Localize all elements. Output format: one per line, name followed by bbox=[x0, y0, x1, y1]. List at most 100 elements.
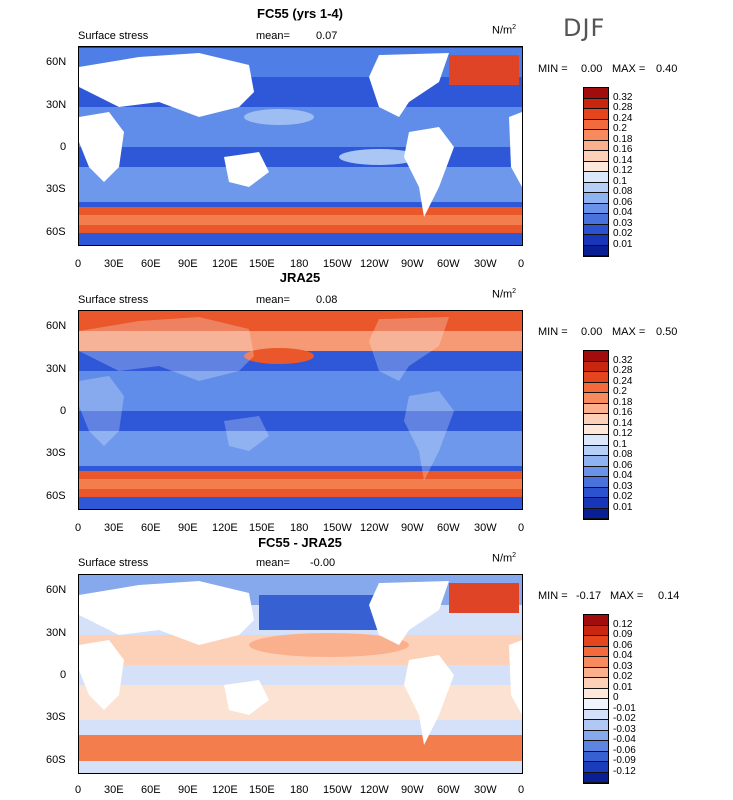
colorbar-cell bbox=[584, 720, 608, 731]
colorbar-cell bbox=[584, 646, 608, 657]
colorbar-cell bbox=[584, 751, 608, 762]
mean-value: 0.08 bbox=[316, 294, 338, 306]
colorbar-label: 0.12 bbox=[613, 619, 633, 630]
lon-tick: 30W bbox=[474, 522, 497, 534]
colorbar-label: 0.03 bbox=[613, 661, 633, 672]
colorbar-label: 0.32 bbox=[613, 355, 633, 366]
lon-tick: 60W bbox=[437, 258, 460, 270]
colorbar-cell bbox=[584, 119, 608, 130]
colorbar-cell bbox=[584, 466, 608, 477]
colorbar-cell bbox=[584, 361, 608, 372]
lon-tick: 30E bbox=[104, 522, 124, 534]
colorbar-cell bbox=[584, 161, 608, 172]
colorbar-label: 0.12 bbox=[613, 165, 633, 176]
colorbar-cell bbox=[584, 772, 608, 783]
lon-tick: 150W bbox=[323, 784, 352, 796]
lon-tick: 0 bbox=[518, 258, 525, 270]
colorbar-cell bbox=[584, 372, 608, 383]
stress-map bbox=[78, 310, 523, 510]
colorbar bbox=[583, 350, 609, 520]
colorbar-cell bbox=[584, 130, 608, 141]
lon-tick: 120E bbox=[212, 784, 238, 796]
colorbar-cell bbox=[584, 625, 608, 636]
colorbar-label: 0.14 bbox=[613, 418, 633, 429]
colorbar-label: 0.02 bbox=[613, 671, 633, 682]
lon-tick: 90E bbox=[178, 522, 198, 534]
lon-tick: 180 bbox=[290, 258, 309, 270]
mean-label: mean= bbox=[256, 30, 290, 42]
field-label: Surface stress bbox=[78, 294, 149, 306]
colorbar-cell bbox=[584, 140, 608, 151]
colorbar-label: -0.04 bbox=[613, 734, 636, 745]
lat-tick: 0 bbox=[60, 405, 67, 417]
colorbar bbox=[583, 87, 609, 257]
colorbar-label: -0.09 bbox=[613, 755, 636, 766]
colorbar-label: 0 bbox=[613, 692, 619, 703]
colorbar-label: 0.32 bbox=[613, 92, 633, 103]
field-label: Surface stress bbox=[78, 30, 149, 42]
lon-tick: 30W bbox=[474, 784, 497, 796]
mean-value: -0.00 bbox=[310, 557, 336, 569]
min-value: -0.17 bbox=[576, 590, 602, 602]
colorbar-cell bbox=[584, 172, 608, 183]
colorbar-label: 0.01 bbox=[613, 682, 633, 693]
field-label: Surface stress bbox=[78, 557, 149, 569]
colorbar-cell bbox=[584, 393, 608, 404]
colorbar-cell bbox=[584, 109, 608, 120]
min-label: MIN = bbox=[538, 326, 568, 338]
colorbar-cell bbox=[584, 741, 608, 752]
colorbar-cell bbox=[584, 382, 608, 393]
colorbar-label: -0.01 bbox=[613, 703, 636, 714]
lon-tick: 60E bbox=[141, 258, 161, 270]
colorbar-cell bbox=[584, 709, 608, 720]
lat-tick: 30N bbox=[46, 627, 67, 639]
mean-value: 0.07 bbox=[316, 30, 338, 42]
lon-tick: 60W bbox=[437, 784, 460, 796]
colorbar-label: 0.1 bbox=[613, 439, 627, 450]
colorbar-label: 0.03 bbox=[613, 481, 633, 492]
colorbar-label: -0.12 bbox=[613, 766, 636, 777]
panel-title: FC55 (yrs 1-4) bbox=[257, 6, 343, 21]
lon-tick: 120W bbox=[360, 258, 389, 270]
min-value: 0.00 bbox=[581, 326, 603, 338]
unit-label: N/m2 bbox=[492, 552, 517, 565]
lon-tick: 150W bbox=[323, 258, 352, 270]
colorbar-cell bbox=[584, 424, 608, 435]
colorbar-label: 0.2 bbox=[613, 123, 627, 134]
lon-tick: 30W bbox=[474, 258, 497, 270]
lat-tick: 30N bbox=[46, 363, 67, 375]
lon-tick: 180 bbox=[290, 522, 309, 534]
min-label: MIN = bbox=[538, 63, 568, 75]
colorbar-cell bbox=[584, 193, 608, 204]
max-value: 0.50 bbox=[656, 326, 678, 338]
colorbar bbox=[583, 614, 609, 784]
lon-tick: 150E bbox=[249, 258, 275, 270]
colorbar-label: 0.08 bbox=[613, 449, 633, 460]
colorbar-cell bbox=[584, 414, 608, 425]
colorbar-label: 0.18 bbox=[613, 134, 633, 145]
colorbar-label: 0.24 bbox=[613, 113, 633, 124]
colorbar-label: 0.06 bbox=[613, 460, 633, 471]
colorbar-cell bbox=[584, 730, 608, 741]
colorbar-cell bbox=[584, 762, 608, 773]
unit-label: N/m2 bbox=[492, 288, 517, 301]
colorbar-cell bbox=[584, 182, 608, 193]
colorbar-label: 0.18 bbox=[613, 397, 633, 408]
lon-tick: 0 bbox=[75, 522, 82, 534]
colorbar-cell bbox=[584, 235, 608, 246]
colorbar-cell bbox=[584, 477, 608, 488]
colorbar-cell bbox=[584, 98, 608, 109]
colorbar-cell bbox=[584, 151, 608, 162]
colorbar-label: 0.04 bbox=[613, 470, 633, 481]
lat-tick: 30N bbox=[46, 99, 67, 111]
colorbar-cell bbox=[584, 678, 608, 689]
lon-tick: 120W bbox=[360, 522, 389, 534]
colorbar-label: 0.02 bbox=[613, 491, 633, 502]
colorbar-cell bbox=[584, 508, 608, 519]
colorbar-cell bbox=[584, 203, 608, 214]
stress-map bbox=[78, 574, 523, 774]
colorbar-label: 0.09 bbox=[613, 629, 633, 640]
stress-map bbox=[78, 46, 523, 246]
max-value: 0.14 bbox=[658, 590, 680, 602]
season-label: DJF bbox=[563, 14, 606, 42]
